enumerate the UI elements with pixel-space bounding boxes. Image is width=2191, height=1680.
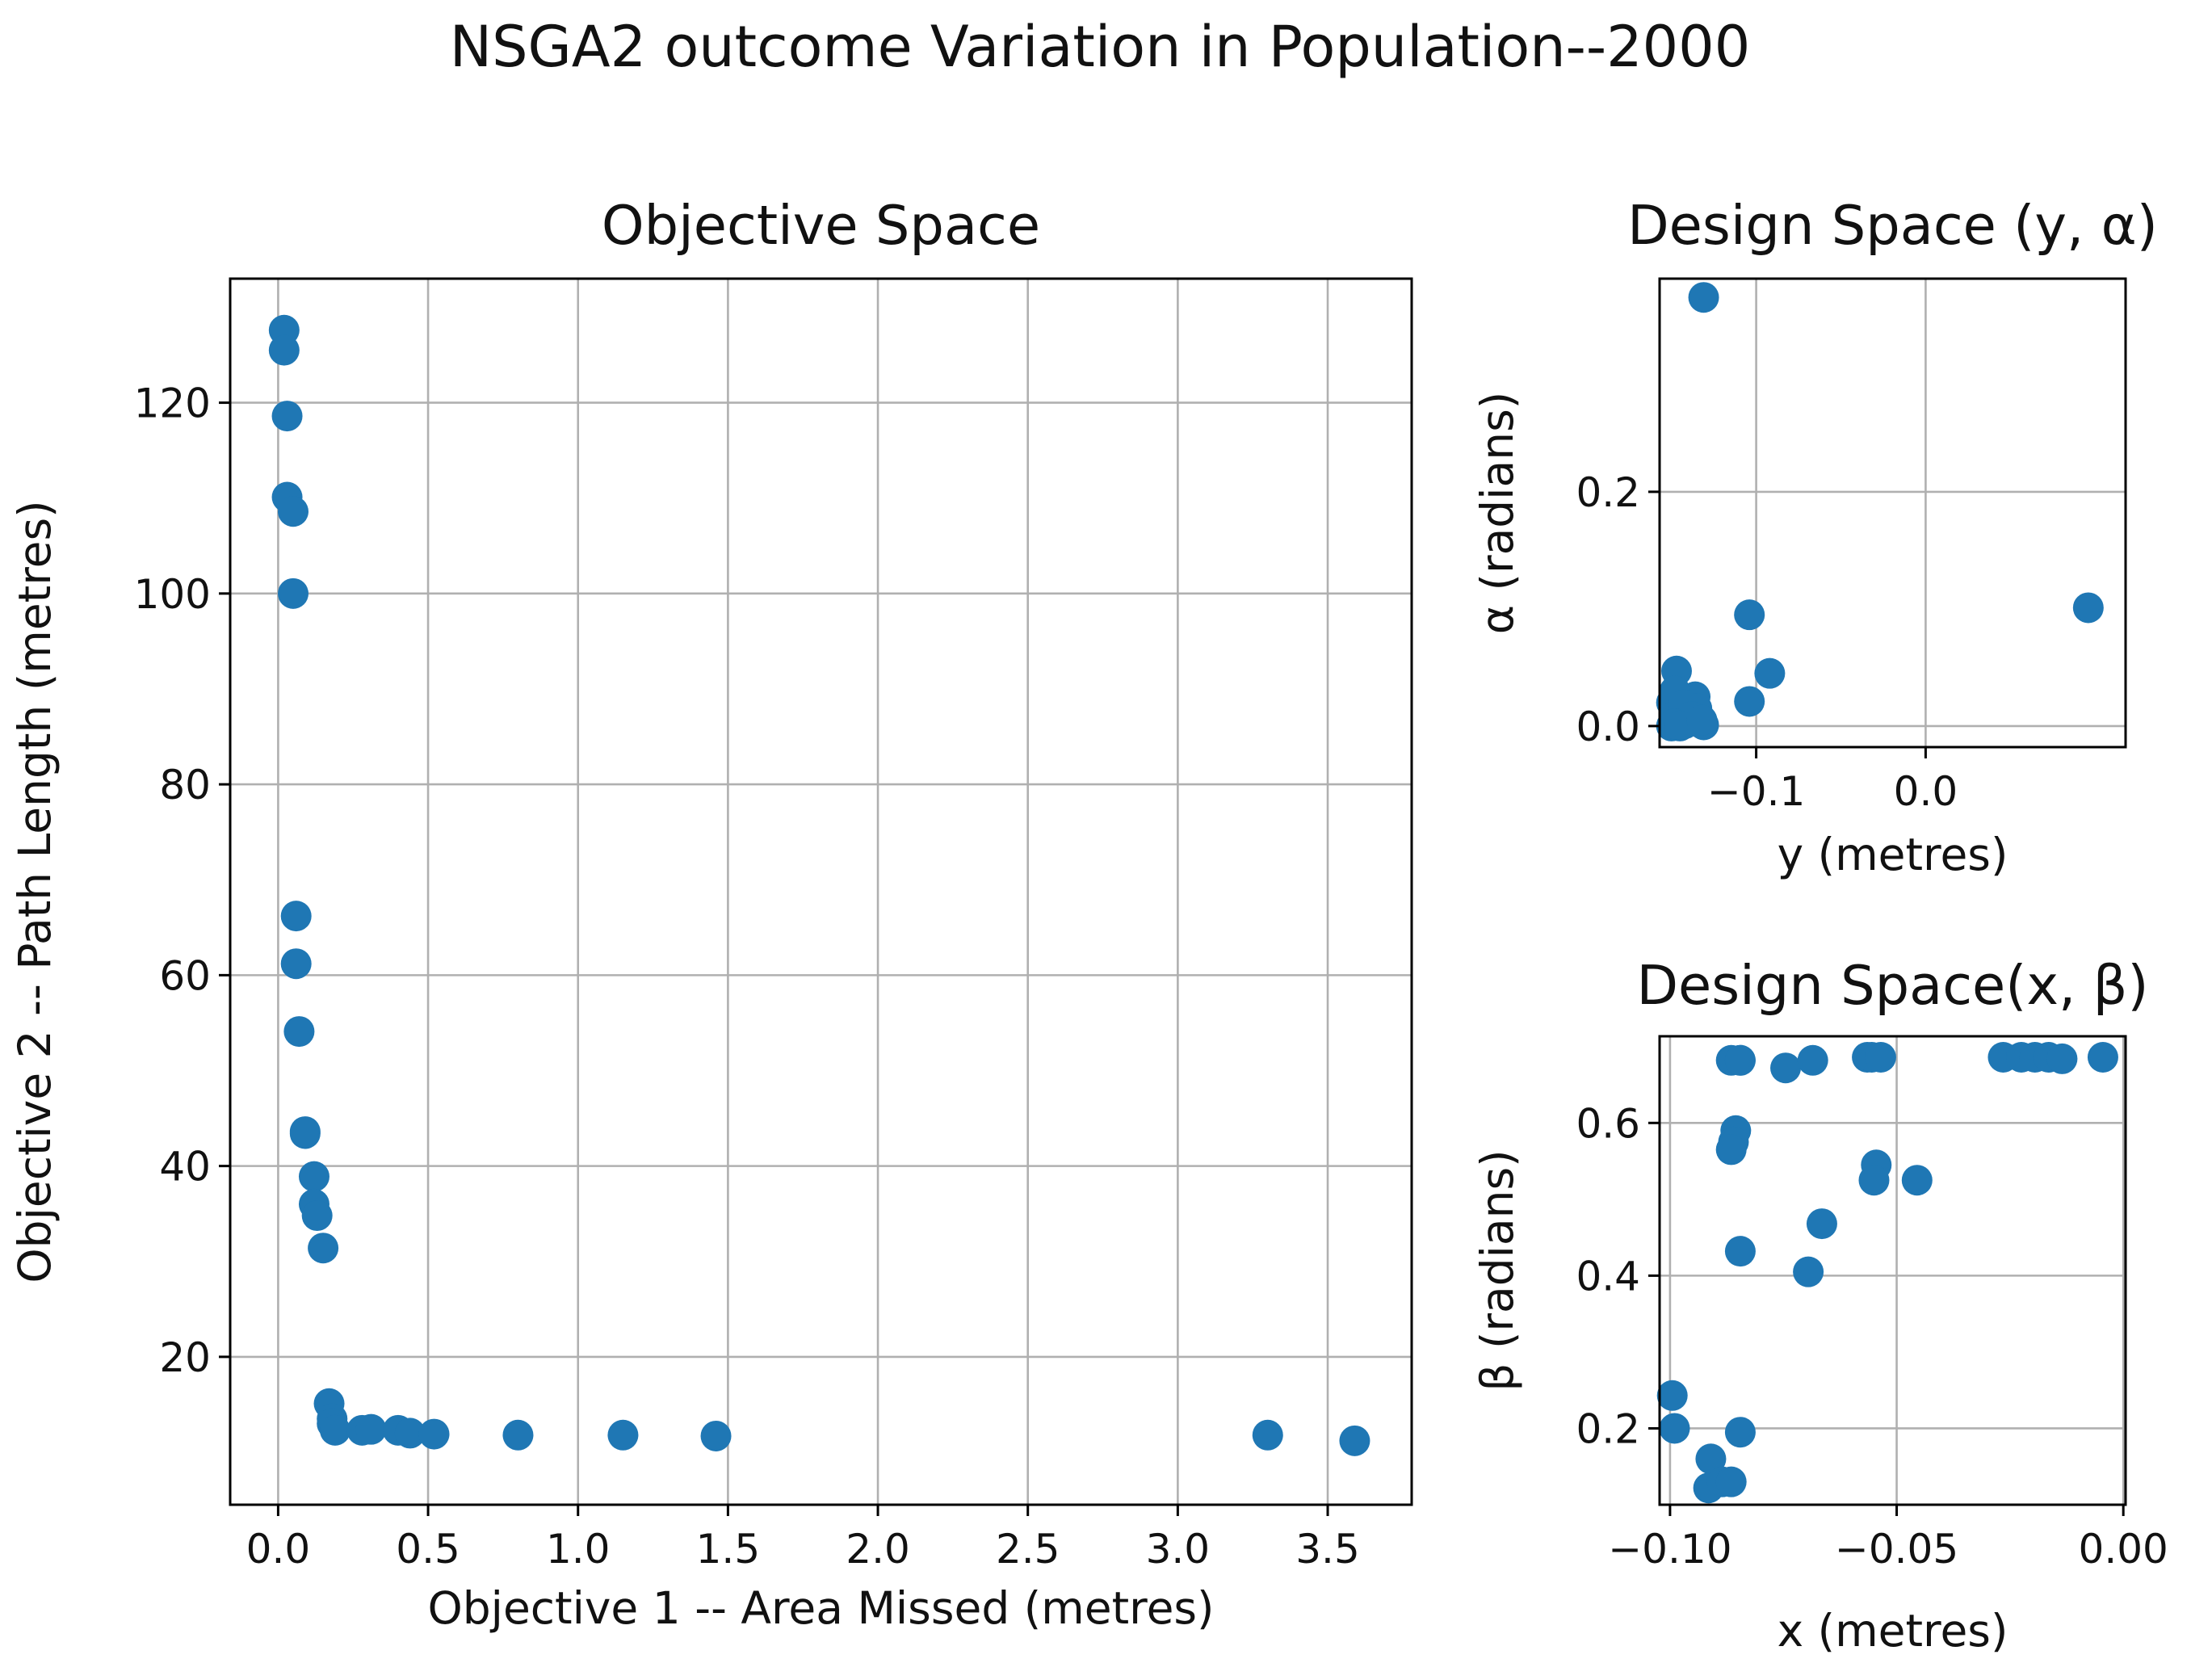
x-tick-label: 1.5 bbox=[696, 1526, 761, 1573]
y-tick-label: 80 bbox=[159, 762, 211, 808]
x-axis-label: Objective 1 -- Area Missed (metres) bbox=[427, 1582, 1214, 1634]
figure-suptitle: NSGA2 outcome Variation in Population--2… bbox=[450, 14, 1750, 80]
data-point bbox=[1770, 1052, 1802, 1084]
y-tick-label: 20 bbox=[159, 1334, 211, 1381]
data-point bbox=[298, 1161, 329, 1192]
x-tick-label: 0.0 bbox=[1894, 768, 1958, 815]
data-point bbox=[1724, 1044, 1756, 1076]
data-point bbox=[1252, 1419, 1283, 1451]
y-tick-label: 0.4 bbox=[1576, 1253, 1640, 1300]
y-tick-label: 0.0 bbox=[1576, 704, 1640, 750]
plot-title: Design Space(x, β) bbox=[1636, 954, 2148, 1017]
data-point bbox=[1686, 704, 1718, 736]
y-tick-label: 60 bbox=[159, 952, 211, 999]
data-point bbox=[1659, 1413, 1690, 1444]
data-point bbox=[280, 901, 312, 932]
data-point bbox=[1858, 1165, 1890, 1196]
y-tick-label: 120 bbox=[134, 380, 211, 427]
plot-frame bbox=[229, 277, 1413, 1506]
y-tick-label: 0.2 bbox=[1576, 469, 1640, 516]
data-point bbox=[2072, 592, 2104, 624]
data-point bbox=[1754, 657, 1786, 689]
data-point bbox=[308, 1233, 339, 1264]
data-point bbox=[1339, 1425, 1370, 1456]
data-point bbox=[1724, 1417, 1756, 1448]
x-tick-label: −0.05 bbox=[1835, 1526, 1958, 1573]
y-axis-label: α (radians) bbox=[1471, 392, 1523, 634]
data-point bbox=[1797, 1044, 1828, 1076]
y-tick-label: 0.6 bbox=[1576, 1100, 1640, 1147]
y-tick-label: 0.2 bbox=[1576, 1405, 1640, 1452]
plot-title: Design Space (y, α) bbox=[1627, 194, 2158, 257]
data-point bbox=[268, 334, 300, 366]
x-tick-label: 0.5 bbox=[396, 1526, 460, 1573]
data-point bbox=[418, 1418, 450, 1450]
data-point bbox=[700, 1420, 732, 1451]
x-axis-label: x (metres) bbox=[1778, 1605, 2008, 1657]
data-point bbox=[289, 1118, 321, 1149]
data-point bbox=[1901, 1165, 1933, 1196]
data-point bbox=[1715, 1134, 1747, 1166]
x-axis-label: y (metres) bbox=[1778, 829, 2008, 880]
y-tick-label: 40 bbox=[159, 1144, 211, 1191]
data-point bbox=[1793, 1256, 1824, 1287]
data-point bbox=[502, 1419, 534, 1451]
data-point bbox=[1688, 282, 1719, 313]
x-tick-label: 1.0 bbox=[546, 1526, 611, 1573]
y-axis-label: β (radians) bbox=[1471, 1149, 1523, 1391]
data-point bbox=[1734, 599, 1765, 631]
data-point bbox=[1724, 1236, 1756, 1267]
objective-space-plot: 0.0 0.5 1.0 1.5 2.0 2.5 3.0 3.5 20 40 60 80 100 120 Ob… bbox=[9, 194, 1413, 1634]
x-tick-label: 2.5 bbox=[996, 1526, 1060, 1573]
data-point bbox=[280, 948, 312, 980]
x-tick-label: −0.10 bbox=[1608, 1526, 1731, 1573]
y-tick-label: 100 bbox=[134, 571, 211, 618]
data-point bbox=[301, 1200, 333, 1232]
data-point bbox=[355, 1413, 387, 1445]
data-point bbox=[1865, 1041, 1896, 1073]
design-space-x-beta-plot: −0.10 −0.05 0.00 0.2 0.4 0.6 Design Space(x, β… bbox=[1471, 954, 2168, 1657]
data-point bbox=[1734, 686, 1765, 717]
plot-title: Objective Space bbox=[602, 194, 1040, 257]
data-point bbox=[607, 1419, 639, 1451]
x-tick-label: −0.1 bbox=[1707, 768, 1805, 815]
data-point bbox=[1715, 1466, 1747, 1497]
y-axis-label: Objective 2 -- Path Length (metres) bbox=[9, 500, 61, 1283]
data-point bbox=[2046, 1043, 2078, 1074]
design-space-y-alpha-plot: −0.1 0.0 0.0 0.2 Design Space (y, α) y (metre… bbox=[1471, 194, 2158, 880]
data-point bbox=[394, 1418, 426, 1449]
x-tick-label: 0.00 bbox=[2079, 1526, 2168, 1573]
data-point bbox=[271, 401, 303, 432]
plot-frame bbox=[1658, 1035, 2127, 1506]
plot-frame bbox=[1658, 277, 2127, 749]
x-tick-label: 3.5 bbox=[1295, 1526, 1360, 1573]
x-tick-label: 3.0 bbox=[1146, 1526, 1211, 1573]
data-point bbox=[1695, 1443, 1727, 1475]
data-point bbox=[283, 1016, 315, 1048]
x-tick-label: 2.0 bbox=[846, 1526, 910, 1573]
data-point bbox=[277, 578, 309, 609]
data-point bbox=[2087, 1041, 2118, 1073]
data-point bbox=[277, 496, 309, 527]
data-point bbox=[1656, 1380, 1688, 1411]
data-point bbox=[319, 1414, 350, 1446]
data-point bbox=[1806, 1208, 1837, 1240]
x-tick-label: 0.0 bbox=[246, 1526, 311, 1573]
